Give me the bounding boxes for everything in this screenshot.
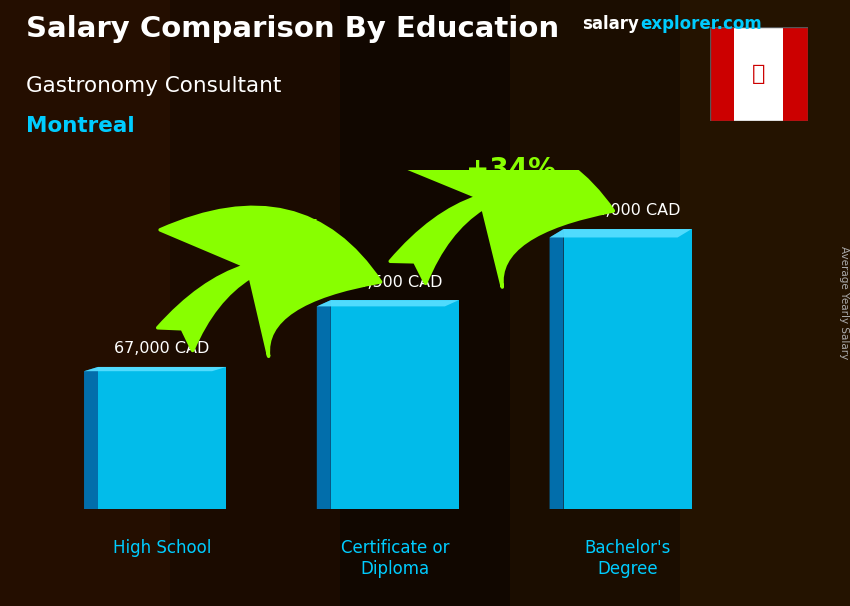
Text: Gastronomy Consultant: Gastronomy Consultant <box>26 76 280 96</box>
Text: 98,500 CAD: 98,500 CAD <box>347 275 443 290</box>
Text: explorer.com: explorer.com <box>640 15 762 33</box>
FancyArrowPatch shape <box>158 207 381 356</box>
Text: Certificate or
Diploma: Certificate or Diploma <box>341 539 449 578</box>
Bar <box>710 27 734 121</box>
Text: 132,000 CAD: 132,000 CAD <box>575 204 680 219</box>
Bar <box>98 367 226 509</box>
Text: 67,000 CAD: 67,000 CAD <box>115 341 210 356</box>
Polygon shape <box>550 229 692 238</box>
Text: 🍁: 🍁 <box>752 64 765 84</box>
Text: +34%: +34% <box>467 156 556 184</box>
Polygon shape <box>84 367 226 371</box>
FancyArrowPatch shape <box>390 138 614 287</box>
Text: Salary Comparison By Education: Salary Comparison By Education <box>26 15 558 43</box>
Bar <box>734 27 783 121</box>
Polygon shape <box>550 229 564 509</box>
Text: salary: salary <box>582 15 639 33</box>
Text: Bachelor's
Degree: Bachelor's Degree <box>584 539 671 578</box>
Text: Montreal: Montreal <box>26 116 134 136</box>
Bar <box>564 229 692 509</box>
Polygon shape <box>317 300 459 307</box>
Text: +47%: +47% <box>234 218 323 246</box>
Polygon shape <box>84 367 98 509</box>
Polygon shape <box>317 300 331 509</box>
Text: Average Yearly Salary: Average Yearly Salary <box>839 247 849 359</box>
Bar <box>783 27 808 121</box>
Text: High School: High School <box>113 539 211 557</box>
Bar <box>331 300 459 509</box>
